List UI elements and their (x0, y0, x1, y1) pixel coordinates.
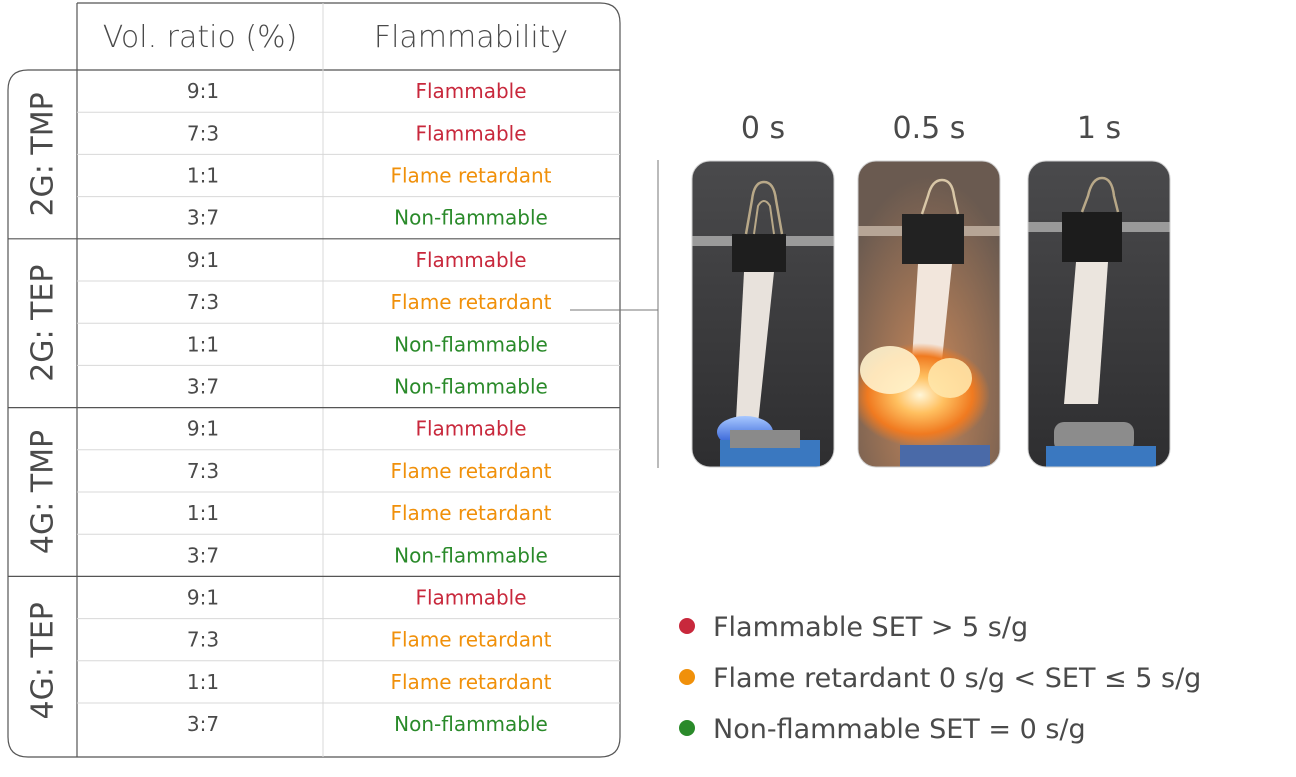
ratio-cell: 3:7 (187, 543, 219, 567)
legend-dot-icon (679, 618, 695, 634)
table-outer-border (77, 2, 621, 758)
ratio-cell: 1:1 (187, 164, 219, 188)
ratio-cell: 7:3 (187, 628, 219, 652)
flammability-table: Vol. ratio (%) Flammability 2G: TMP 9:1 Fl… (7, 2, 621, 758)
group-label: 4G: TMP (26, 430, 61, 554)
ratio-cell: 3:7 (187, 712, 219, 736)
ratio-cell: 7:3 (187, 121, 219, 145)
flammability-cell: Flame retardant (391, 670, 552, 694)
ratio-cell: 1:1 (187, 670, 219, 694)
header-flammability: Flammability (374, 20, 568, 55)
flammability-cell: Flame retardant (391, 459, 552, 483)
ratio-cell: 9:1 (187, 586, 219, 610)
flammability-cell: Non-flammable (394, 543, 548, 567)
flammability-cell: Flammable (415, 586, 526, 610)
ratio-cell: 9:1 (187, 248, 219, 272)
legend-dot-icon (679, 669, 695, 685)
group-label: 2G: TEP (26, 265, 61, 382)
flammability-cell: Flammable (415, 248, 526, 272)
flammability-cell: Non-flammable (394, 375, 548, 399)
time-label-0-5s: 0.5 s (893, 111, 966, 146)
flammability-cell: Flammable (415, 417, 526, 441)
group-column-border (7, 69, 77, 758)
ratio-cell: 9:1 (187, 417, 219, 441)
flammability-cell: Flame retardant (391, 290, 552, 314)
ratio-cell: 9:1 (187, 79, 219, 103)
ratio-cell: 7:3 (187, 290, 219, 314)
legend-entry: Non-flammable SET = 0 s/g (713, 714, 1086, 745)
time-label-1s: 1 s (1077, 111, 1121, 146)
legend-dot-icon (679, 720, 695, 736)
flammability-cell: Non-flammable (394, 712, 548, 736)
burn-test-photos: 0 s 0.5 s 1 s (691, 111, 1171, 468)
flammability-cell: Flame retardant (391, 164, 552, 188)
group-label: 2G: TMP (26, 92, 61, 216)
flammability-cell: Flame retardant (391, 501, 552, 525)
group-label: 4G: TEP (26, 602, 61, 719)
time-label-0s: 0 s (741, 111, 785, 146)
ratio-cell: 3:7 (187, 206, 219, 230)
flammability-cell: Flammable (415, 79, 526, 103)
flammability-cell: Non-flammable (394, 332, 548, 356)
photo-1s (1028, 161, 1170, 467)
flammability-cell: Flammable (415, 121, 526, 145)
header-vol-ratio: Vol. ratio (%) (103, 20, 298, 55)
photo-0-5s (858, 161, 1000, 467)
ratio-cell: 1:1 (187, 332, 219, 356)
ratio-cell: 7:3 (187, 459, 219, 483)
photo-0s (692, 161, 834, 467)
flammability-cell: Non-flammable (394, 206, 548, 230)
legend-entry: Flammable SET > 5 s/g (713, 612, 1028, 643)
flammability-legend: Flammable SET > 5 s/g Flame retardant 0 s… (679, 612, 1201, 745)
ratio-cell: 1:1 (187, 501, 219, 525)
flammability-cell: Flame retardant (391, 628, 552, 652)
ratio-cell: 3:7 (187, 375, 219, 399)
legend-entry: Flame retardant 0 s/g < SET ≤ 5 s/g (713, 663, 1201, 694)
